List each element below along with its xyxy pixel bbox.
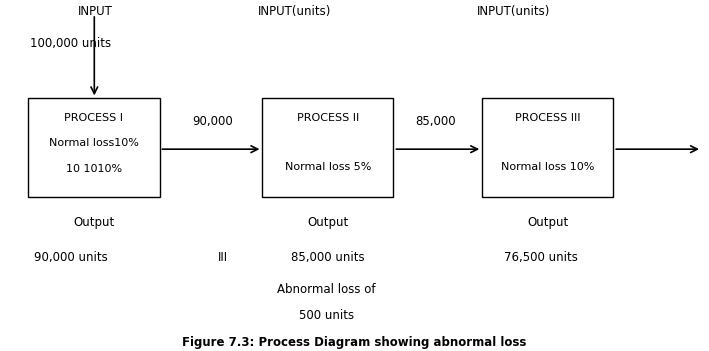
Text: III: III [218, 251, 228, 265]
Text: Figure 7.3: Process Diagram showing abnormal loss: Figure 7.3: Process Diagram showing abno… [182, 336, 527, 349]
Text: INPUT(units): INPUT(units) [477, 5, 551, 18]
Text: 90,000: 90,000 [192, 115, 233, 128]
Text: Output: Output [527, 216, 569, 230]
Text: Output: Output [308, 216, 349, 230]
Text: PROCESS II: PROCESS II [297, 113, 359, 123]
Text: Output: Output [73, 216, 114, 230]
Text: Normal loss 5%: Normal loss 5% [285, 162, 371, 172]
Text: 10 1010%: 10 1010% [66, 164, 122, 174]
Text: 100,000 units: 100,000 units [30, 37, 111, 51]
Text: 90,000 units: 90,000 units [34, 251, 108, 265]
Text: 500 units: 500 units [298, 309, 354, 323]
Text: INPUT: INPUT [78, 5, 113, 18]
Bar [262, 98, 393, 197]
Text: PROCESS I: PROCESS I [65, 113, 123, 123]
Text: PROCESS III: PROCESS III [515, 113, 581, 123]
Text: 85,000 units: 85,000 units [291, 251, 365, 265]
Bar [482, 98, 613, 197]
Text: Normal loss10%: Normal loss10% [49, 138, 139, 147]
Text: INPUT(units): INPUT(units) [257, 5, 331, 18]
Text: Normal loss 10%: Normal loss 10% [501, 162, 594, 172]
Text: 85,000: 85,000 [415, 115, 457, 128]
Text: Abnormal loss of: Abnormal loss of [277, 283, 375, 296]
Text: 76,500 units: 76,500 units [504, 251, 578, 265]
Bar [28, 98, 160, 197]
